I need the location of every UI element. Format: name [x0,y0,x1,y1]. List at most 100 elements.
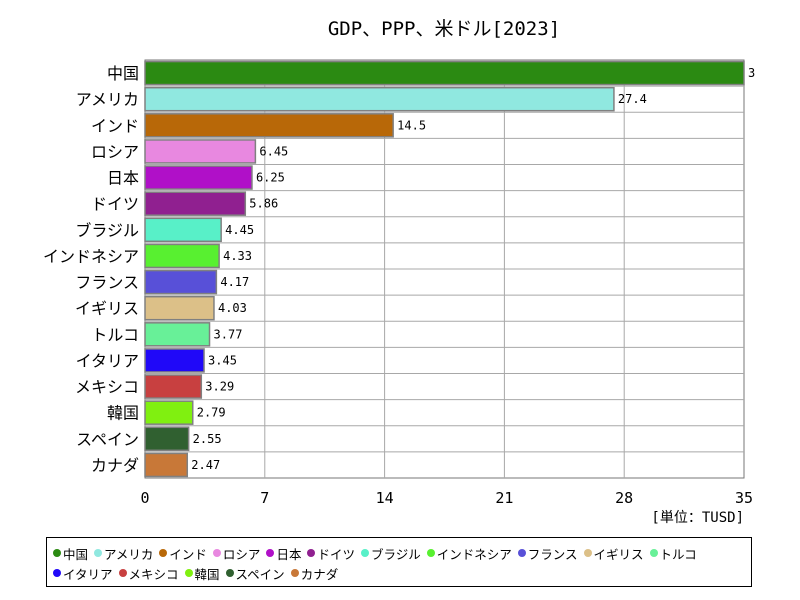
legend-label: 中国 [63,546,89,562]
legend-label: ドイツ [317,546,355,562]
bar [144,217,222,243]
legend-marker-icon [307,549,316,557]
category-labels: 中国アメリカインドロシア日本ドイツブラジルインドネシアフランスイギリストルコイタ… [43,64,139,475]
value-label: 2.79 [197,406,226,420]
legend-marker-icon [290,569,299,577]
legend-marker-icon [360,549,369,557]
bar [144,191,247,216]
legend-label: インドネシア [436,546,512,562]
legend-label: ブラジル [370,546,421,562]
bar [144,452,189,478]
bar [144,400,194,425]
x-tick-label: 7 [260,489,269,507]
legend-marker-icon [225,569,234,577]
legend-label: イギリス [593,546,644,562]
value-labels: 3 27.4 14.5 6.45 6.25 5.86 4.45 4.33 4.17 4.03 3.7… [191,66,755,472]
value-label: 6.45 [259,144,288,158]
category-label: アメリカ [76,90,139,109]
bar [144,374,203,399]
legend-label: スペイン [235,566,285,582]
bar [144,348,205,373]
legend-marker-icon [583,549,592,557]
legend-marker-icon [649,549,658,557]
value-label: 2.47 [191,458,220,472]
value-label: 3.29 [205,380,234,394]
category-label: メキシコ [75,378,139,397]
value-label: 2.55 [193,432,222,446]
value-label: 27.4 [618,92,647,106]
legend-marker-icon [212,549,221,557]
category-label: インド [91,116,139,135]
bar [144,86,615,112]
value-label: 3.45 [208,353,237,367]
value-label: 6.25 [256,171,285,185]
x-tick-label: 14 [376,489,394,507]
value-label: 14.5 [397,118,426,132]
legend-item: カナダ [290,563,338,583]
legend-item: イギリス [583,543,644,563]
bar [144,322,211,347]
category-label: トルコ [91,325,139,344]
grid-lines [145,60,744,478]
legend-item: 韓国 [184,563,220,583]
category-label: スペイン [76,430,139,449]
bar [144,295,215,321]
legend-marker-icon [184,569,193,577]
legend-label: インド [169,546,207,562]
legend-label: 日本 [276,546,302,562]
legend-item: トルコ [649,543,697,563]
bar [144,426,190,452]
x-tick-label: 28 [615,489,633,507]
category-label: フランス [75,273,139,292]
legend-item: インド [159,543,207,563]
bar [144,165,253,190]
value-label: 3.77 [214,327,243,341]
legend-marker-icon [94,549,103,557]
bar [144,113,394,138]
category-label: 韓国 [107,404,139,423]
legend-item: ロシア [212,543,260,563]
value-label: 5.86 [249,197,278,211]
x-tick-label: 0 [140,489,149,507]
bar [144,243,220,269]
legend-marker-icon [159,549,168,557]
legend-item: スペイン [225,563,285,583]
legend-item: 中国 [53,543,88,563]
legend-item: 日本 [266,543,301,563]
value-label: 4.17 [220,275,249,289]
category-label: ロシア [91,142,139,161]
legend-marker-icon [118,569,127,577]
bars [144,60,745,478]
legend-label: トルコ [659,546,697,562]
legend-marker-icon [517,549,526,557]
x-tick-label: 21 [495,489,513,507]
category-label: 日本 [107,169,139,188]
category-label: カナダ [91,456,139,475]
legend-marker-icon [426,549,435,557]
value-label: 3 [748,66,755,80]
bar [144,60,745,86]
value-label: 4.45 [225,223,254,237]
category-label: インドネシア [43,247,139,266]
legend-item: フランス [517,543,578,563]
legend-label: メキシコ [128,566,179,582]
bar [144,139,257,164]
x-tick-label: 35 [735,489,753,507]
legend-marker-icon [53,569,61,577]
category-label: イギリス [75,299,139,318]
legend-item: イタリア [53,563,113,583]
legend-marker-icon [266,549,275,557]
legend-label: アメリカ [104,546,154,562]
legend-label: イタリア [63,566,113,582]
category-label: ドイツ [91,195,139,214]
x-tick-labels: 0 7 14 21 28 35 [140,489,753,507]
category-label: 中国 [107,64,139,83]
legend: 中国 アメリカ インド ロシア 日本 ドイツ ブラジル インドネシア フランス イギリス トルコイタ… [46,537,752,587]
value-label: 4.33 [223,249,252,263]
legend-item: インドネシア [426,543,512,563]
legend-item: ブラジル [360,543,421,563]
legend-item: アメリカ [94,543,153,563]
category-label: イタリア [76,351,139,370]
chart-title: GDP、PPP、米ドル[2023] [328,18,560,40]
